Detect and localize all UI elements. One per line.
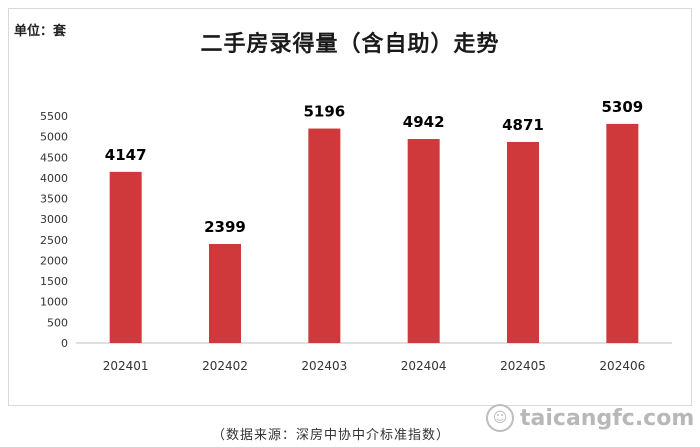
y-tick-label: 2000 [40,254,68,267]
y-tick-label: 3500 [40,193,68,206]
y-tick-label: 5000 [40,131,68,144]
data-label: 5309 [601,98,643,116]
data-label: 4871 [502,116,544,134]
watermark: ☺ taicangfc.com [486,404,694,432]
bar [507,141,539,343]
bar [407,139,440,343]
x-tick-label: 202404 [401,359,447,373]
source-note: （数据来源：深房中协中介标准指数） [212,428,451,443]
unit-label: 单位：套 [14,24,67,39]
bar [109,171,142,343]
y-tick-label: 2500 [40,234,68,247]
data-label: 4147 [105,146,147,164]
bar [209,243,241,343]
y-tick-label: 3000 [40,213,68,226]
data-label: 5196 [303,103,345,121]
y-tick-label: 1000 [40,296,68,309]
watermark-text: taicangfc.com [520,405,695,431]
bar [606,123,639,343]
x-tick-label: 202402 [202,359,248,373]
x-tick-label: 202405 [500,359,546,373]
x-tick-label: 202406 [599,359,645,373]
x-tick-label: 202403 [301,359,347,373]
data-label: 2399 [204,218,246,236]
y-tick-label: 0 [61,337,68,350]
y-tick-label: 500 [47,316,68,329]
y-tick-label: 4500 [40,151,68,164]
chart-title: 二手房录得量（含自助）走势 [200,31,500,57]
y-tick-label: 4000 [40,172,68,185]
bar [308,128,341,343]
x-tick-label: 202401 [103,359,149,373]
smile-icon: ☺ [486,404,514,432]
y-tick-label: 1500 [40,275,68,288]
data-label: 4942 [403,113,445,131]
y-tick-label: 5500 [40,110,68,123]
